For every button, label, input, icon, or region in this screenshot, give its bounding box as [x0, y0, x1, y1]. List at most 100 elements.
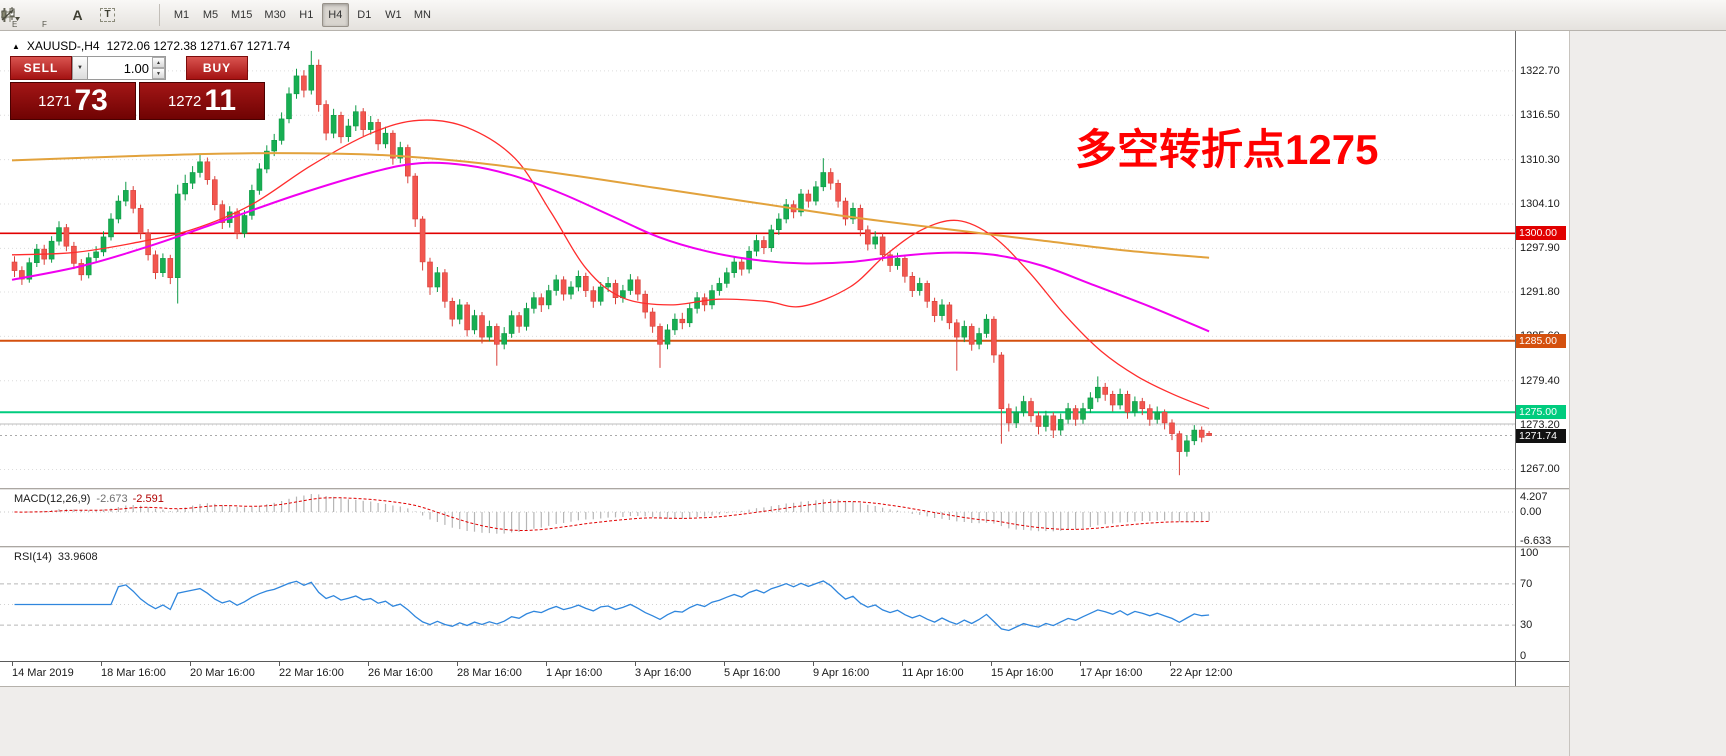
- macd-axis-label: -6.633: [1520, 535, 1552, 547]
- time-axis-label: 9 Apr 16:00: [813, 667, 870, 679]
- chevron-down-icon: ▼: [77, 65, 83, 71]
- time-axis-label: 28 Mar 16:00: [457, 667, 522, 679]
- toolbar-separator: [159, 4, 160, 26]
- window-bottom-area: [0, 686, 1569, 756]
- timeframe-group: M1 M5 M15 M30 H1 H4 D1 W1 MN: [168, 3, 436, 27]
- price-axis-label: 1316.50: [1520, 109, 1560, 121]
- spinner-up-icon: ▲: [156, 59, 161, 66]
- time-tick: [902, 662, 903, 666]
- horizontal-lines-layer: [0, 232, 1515, 436]
- crosshair-tool-button[interactable]: [1, 3, 151, 27]
- timeframe-m1[interactable]: M1: [173, 9, 190, 21]
- macd-signal-line: [14, 497, 1210, 531]
- time-axis-label: 20 Mar 16:00: [190, 667, 255, 679]
- time-axis-label: 3 Apr 16:00: [635, 667, 692, 679]
- panel-separator: [0, 661, 1569, 662]
- timeframe-mn[interactable]: MN: [413, 9, 431, 21]
- time-axis[interactable]: 14 Mar 2019 18 Mar 16:00 20 Mar 16:00 22 Ma…: [0, 662, 1515, 686]
- macd-value-signal: -2.591: [132, 493, 164, 505]
- price-axis-label: 1304.10: [1520, 198, 1560, 210]
- rsi-axis-label: 100: [1520, 547, 1539, 559]
- symbol-period-label: XAUUSD-,H4: [26, 39, 100, 53]
- time-tick: [368, 662, 369, 666]
- timeframe-m5[interactable]: M5: [202, 9, 219, 21]
- timeframe-h1[interactable]: H1: [299, 9, 314, 21]
- price-axis-label: 1279.40: [1520, 375, 1560, 387]
- price-badge-1285-00: 1285.00: [1516, 334, 1566, 348]
- text-box-button[interactable]: T: [94, 3, 121, 27]
- price-axis-line: [1515, 31, 1516, 686]
- workspace-empty-area: [1569, 31, 1726, 756]
- price-axis-label: 1273.20: [1520, 419, 1560, 431]
- ma-slow-line: [11, 152, 1210, 259]
- time-axis-label: 1 Apr 16:00: [546, 667, 603, 679]
- current-price-badge: 1271.74: [1516, 429, 1566, 443]
- timeframe-h4[interactable]: H4: [321, 3, 349, 27]
- macd-histogram: [21, 494, 1210, 534]
- rsi-axis-label: 0: [1520, 650, 1527, 662]
- chart-annotation-text: 多空转折点1275: [1075, 126, 1379, 173]
- time-axis-label: 18 Mar 16:00: [101, 667, 166, 679]
- timeframe-w1[interactable]: W1: [385, 9, 402, 21]
- time-axis-label: 11 Apr 16:00: [902, 667, 964, 679]
- grid-button[interactable]: [1, 3, 61, 27]
- panel-separator[interactable]: [0, 488, 1569, 490]
- macd-title: MACD(12,26,9): [14, 493, 91, 505]
- volume-decrease-button[interactable]: ▼: [152, 68, 165, 79]
- time-tick: [1170, 662, 1171, 666]
- rsi-axis-label: 30: [1520, 619, 1533, 631]
- time-axis-label: 26 Mar 16:00: [368, 667, 433, 679]
- volume-increase-button[interactable]: ▲: [152, 57, 165, 68]
- moving-averages-layer: [11, 119, 1210, 410]
- macd-axis-label: 0.00: [1520, 506, 1542, 518]
- ma-fast-line: [11, 119, 1210, 410]
- buy-button[interactable]: BUY: [186, 56, 248, 80]
- text-annotation-button[interactable]: A: [64, 3, 91, 27]
- timeframe-m30[interactable]: M30: [264, 9, 286, 21]
- collapse-triangle-icon[interactable]: ▲: [12, 42, 20, 51]
- rsi-axis-label: 70: [1520, 578, 1533, 590]
- text-annotation-icon: A: [72, 7, 83, 23]
- price-axis-label: 1310.30: [1520, 154, 1560, 166]
- macd-panel-canvas[interactable]: [0, 490, 1515, 546]
- expert-sub-label: E: [12, 20, 18, 29]
- time-axis-label: 17 Apr 16:00: [1080, 667, 1143, 679]
- sell-button[interactable]: SELL: [10, 56, 72, 80]
- time-tick: [12, 662, 13, 666]
- rsi-panel-canvas[interactable]: [0, 548, 1515, 661]
- toolbar: A T E F M1 M5 M15 M30 H1 H4 D1 W1 MN: [0, 0, 1726, 31]
- chart-header: ▲ XAUUSD-,H4 1272.06 1272.38 1271.67 127…: [12, 39, 290, 53]
- time-tick: [635, 662, 636, 666]
- time-tick: [546, 662, 547, 666]
- price-axis-label: 1322.70: [1520, 65, 1560, 77]
- rsi-line: [14, 580, 1210, 632]
- ohlc-values: 1272.06 1272.38 1271.67 1271.74: [106, 39, 291, 53]
- time-axis-label: 5 Apr 16:00: [724, 667, 781, 679]
- rsi-indicator-label: RSI(14) 33.9608: [14, 551, 98, 563]
- time-axis-label: 22 Mar 16:00: [279, 667, 344, 679]
- price-badge-1275-00: 1275.00: [1516, 405, 1566, 419]
- chart-window: [0, 31, 1569, 686]
- time-tick: [813, 662, 814, 666]
- time-tick: [724, 662, 725, 666]
- time-tick: [190, 662, 191, 666]
- sell-price-main: 1271: [38, 92, 72, 110]
- time-axis-label: 15 Apr 16:00: [991, 667, 1054, 679]
- one-click-trading-panel: SELL ▼ ▲ ▼ BUY 1271 73 1272 11: [10, 56, 266, 120]
- volume-dropdown-button[interactable]: ▼: [72, 56, 88, 80]
- sell-price-button[interactable]: 1271 73: [10, 82, 136, 120]
- timeframe-m15[interactable]: M15: [231, 9, 253, 21]
- ma-mid-line: [11, 161, 1210, 333]
- timeframe-d1[interactable]: D1: [357, 9, 372, 21]
- spinner-down-icon: ▼: [156, 70, 161, 77]
- buy-price-pips: 11: [204, 84, 237, 117]
- time-axis-label: 22 Apr 12:00: [1170, 667, 1233, 679]
- buy-price-button[interactable]: 1272 11: [139, 82, 265, 120]
- buy-price-main: 1272: [167, 92, 202, 110]
- crosshair-tool-icon: [1, 9, 20, 21]
- time-tick: [279, 662, 280, 666]
- grid-icon: [1, 8, 15, 22]
- time-tick: [1080, 662, 1081, 666]
- panel-separator[interactable]: [0, 546, 1569, 548]
- price-axis-label: 1267.00: [1520, 463, 1560, 475]
